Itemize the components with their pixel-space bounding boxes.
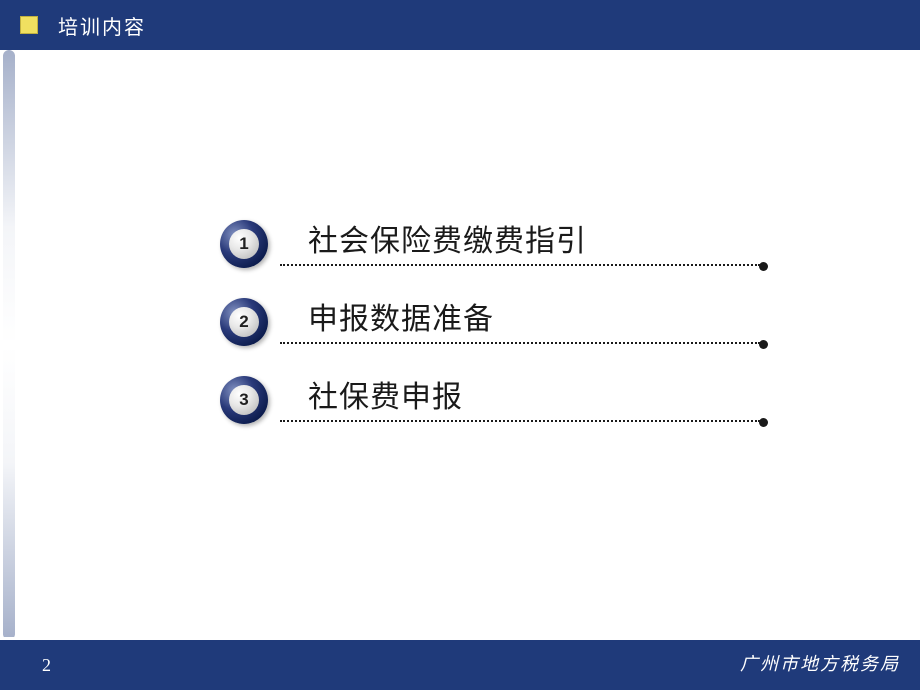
agenda-item-label: 申报数据准备: [308, 294, 494, 338]
dotted-underline: [280, 342, 760, 344]
agenda-item-3: 3 社保费申报: [220, 376, 780, 424]
bullet-number: 1: [229, 229, 259, 259]
dot-end-icon: [759, 418, 768, 427]
agenda-item-label: 社会保险费缴费指引: [308, 216, 587, 260]
left-accent-bar: [3, 50, 15, 640]
header-title: 培训内容: [58, 11, 146, 40]
agenda-item-2: 2 申报数据准备: [220, 298, 780, 346]
dot-end-icon: [759, 340, 768, 349]
content-area: 1 社会保险费缴费指引 2 申报数据准备 3 社保费申报: [0, 50, 920, 640]
agenda-item-label: 社保费申报: [308, 372, 463, 416]
bullet-circle-icon: 3: [220, 376, 268, 424]
bullet-circle-icon: 2: [220, 298, 268, 346]
bullet-number: 3: [229, 385, 259, 415]
bullet-circle-icon: 1: [220, 220, 268, 268]
agenda-item-1: 1 社会保险费缴费指引: [220, 220, 780, 268]
header-bar: 培训内容: [0, 0, 920, 50]
bullet-number: 2: [229, 307, 259, 337]
page-number: 2: [42, 655, 51, 676]
header-square-icon: [20, 16, 38, 34]
dotted-underline: [280, 264, 760, 266]
dotted-underline: [280, 420, 760, 422]
footer-organization: 广州市地方税务局: [740, 650, 900, 676]
dot-end-icon: [759, 262, 768, 271]
footer-bar: 2 广州市地方税务局: [0, 640, 920, 690]
